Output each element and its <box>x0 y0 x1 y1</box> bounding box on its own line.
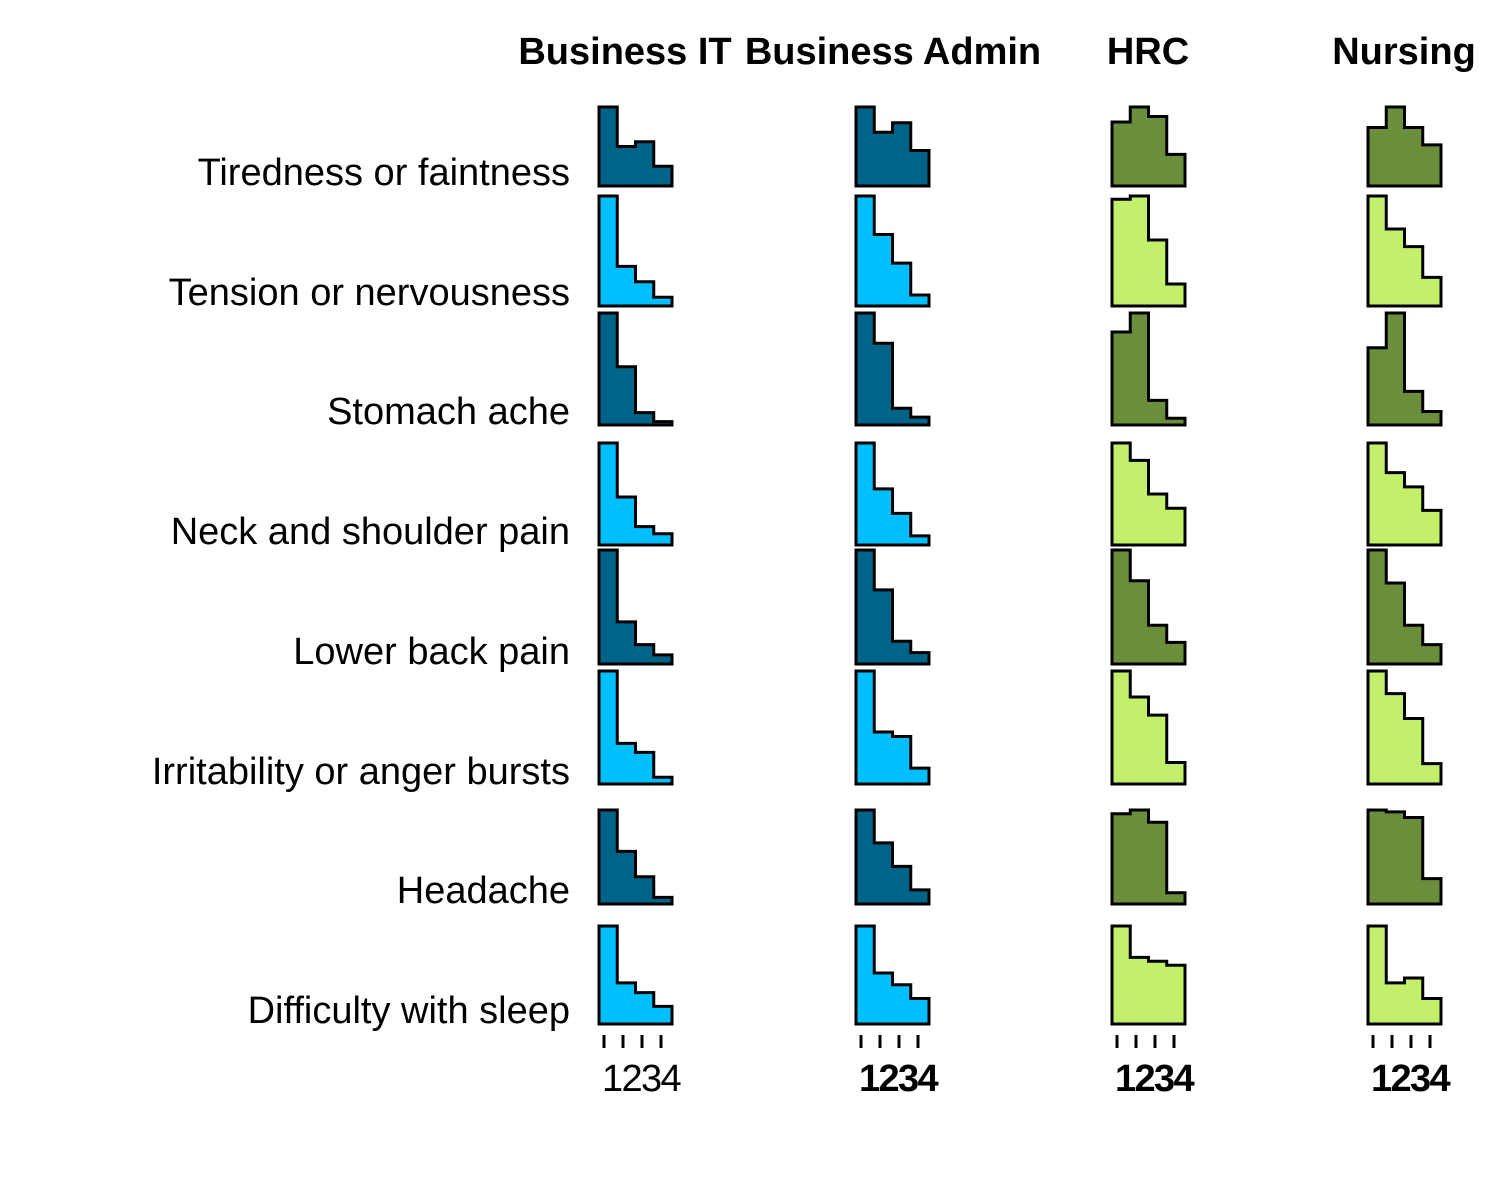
histogram-3-2 <box>1366 311 1443 427</box>
histogram-2-7 <box>1110 924 1187 1026</box>
x-tick-label-3-0: 1 <box>1371 1058 1392 1100</box>
histogram-0-2 <box>597 311 674 427</box>
histogram-3-0 <box>1366 105 1443 188</box>
row-label-6: Headache <box>397 870 570 912</box>
row-labels: Tiredness or faintness Tension or nervous… <box>152 152 570 1032</box>
x-tick-label-2-0: 1 <box>1115 1058 1136 1100</box>
x-tick-label-1-1: 2 <box>879 1058 899 1100</box>
x-tick-label-1-0: 1 <box>859 1058 880 1100</box>
x-tick-label-2-3: 4 <box>1174 1058 1195 1100</box>
histogram-1-4 <box>854 548 931 666</box>
row-label-5: Irritability or anger bursts <box>152 751 570 793</box>
row-label-2: Stomach ache <box>327 391 570 433</box>
histogram-1-5 <box>854 669 931 786</box>
histogram-1-0 <box>854 105 931 188</box>
column-title-3: Nursing <box>1332 31 1476 73</box>
histogram-2-0 <box>1110 105 1187 188</box>
histogram-0-6 <box>597 808 674 906</box>
histogram-1-6 <box>854 808 931 906</box>
histogram-0-1 <box>597 194 674 308</box>
histogram-0-5 <box>597 669 674 786</box>
histogram-1-1 <box>854 194 931 308</box>
x-tick-label-3-1: 2 <box>1391 1058 1411 1100</box>
histogram-3-5 <box>1366 669 1443 786</box>
histogram-2-4 <box>1110 548 1187 666</box>
row-label-1: Tension or nervousness <box>169 272 570 314</box>
x-tick-label-3-2: 3 <box>1410 1058 1430 1100</box>
column-titles: Business IT Business Admin HRC Nursing <box>518 31 1475 73</box>
x-tick-label-0-1: 2 <box>622 1058 642 1100</box>
column-title-0: Business IT <box>518 31 731 73</box>
histogram-2-1 <box>1110 194 1187 308</box>
histogram-3-3 <box>1366 441 1443 547</box>
x-tick-label-2-2: 3 <box>1154 1058 1174 1100</box>
x-tick-label-1-2: 3 <box>898 1058 918 1100</box>
histogram-2-5 <box>1110 669 1187 786</box>
row-label-7: Difficulty with sleep <box>248 990 570 1032</box>
histogram-3-7 <box>1366 924 1443 1026</box>
column-title-1: Business Admin <box>745 31 1041 73</box>
column-title-2: HRC <box>1107 31 1189 73</box>
histogram-2-3 <box>1110 441 1187 547</box>
x-tick-label-0-3: 4 <box>661 1058 682 1100</box>
x-tick-label-1-3: 4 <box>918 1058 939 1100</box>
x-tick-label-0-0: 1 <box>602 1058 622 1100</box>
histogram-panels <box>597 105 1443 1026</box>
histogram-1-2 <box>854 311 931 427</box>
x-tick-label-2-1: 2 <box>1135 1058 1155 1100</box>
histogram-2-2 <box>1110 311 1187 427</box>
histogram-0-7 <box>597 924 674 1026</box>
histogram-1-3 <box>854 441 931 547</box>
row-label-4: Lower back pain <box>293 631 570 673</box>
histogram-0-0 <box>597 105 674 188</box>
row-label-3: Neck and shoulder pain <box>171 511 570 553</box>
histogram-3-6 <box>1366 808 1443 906</box>
x-tick-label-0-2: 3 <box>641 1058 661 1100</box>
x-tick-label-3-3: 4 <box>1430 1058 1451 1100</box>
row-label-0: Tiredness or faintness <box>198 152 570 194</box>
histogram-0-3 <box>597 441 674 547</box>
histogram-2-6 <box>1110 808 1187 906</box>
histogram-1-7 <box>854 924 931 1026</box>
histogram-3-1 <box>1366 194 1443 308</box>
histogram-0-4 <box>597 548 674 666</box>
histogram-3-4 <box>1366 548 1443 666</box>
